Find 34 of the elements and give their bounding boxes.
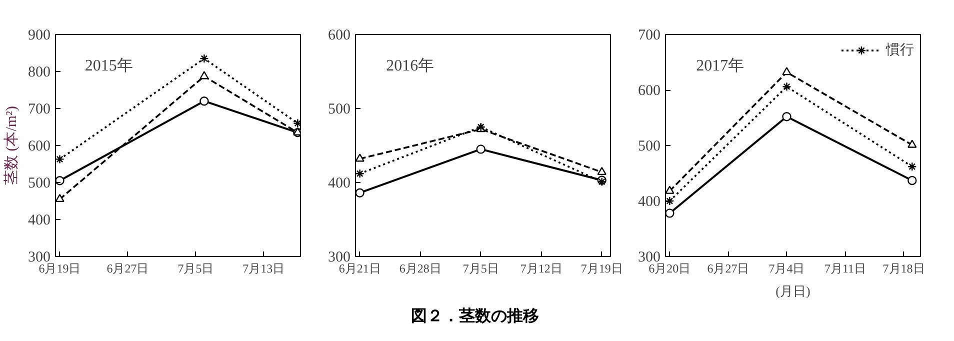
x-tick-label: 7月4日 bbox=[768, 262, 805, 276]
x-tick-label: 6月27日 bbox=[106, 262, 149, 276]
y-tick-label: 500 bbox=[28, 176, 50, 192]
y-tick-label: 700 bbox=[28, 102, 50, 118]
x-tick-label: 7月12日 bbox=[520, 262, 562, 276]
x-tick-label: 7月18日 bbox=[882, 262, 925, 276]
y-tick-label: 800 bbox=[28, 64, 50, 80]
x-tick-label: 6月19日 bbox=[38, 262, 81, 276]
x-tick-label: 7月13日 bbox=[242, 262, 285, 276]
x-tick-label: 6月21日 bbox=[338, 262, 381, 276]
y-tick-label: 600 bbox=[328, 28, 350, 44]
y-tick-label: 600 bbox=[638, 83, 660, 99]
y-tick-label: 500 bbox=[328, 102, 350, 118]
annotation: 2016年 bbox=[386, 57, 434, 74]
y-tick-label: 900 bbox=[28, 28, 50, 44]
x-tick-label: 7月5日 bbox=[462, 262, 499, 276]
y-tick-label: 400 bbox=[328, 176, 350, 192]
x-tick-label: 6月28日 bbox=[399, 262, 442, 276]
y-tick-label: 600 bbox=[28, 138, 50, 154]
x-tick-label: 7月5日 bbox=[178, 262, 214, 276]
y-tick-label: 400 bbox=[638, 194, 660, 210]
x-tick-label: 7月11日 bbox=[824, 262, 866, 276]
x-axis-title: (月日) bbox=[776, 284, 810, 298]
annotation: 2015年 bbox=[84, 57, 133, 74]
y-tick-label: 400 bbox=[28, 212, 50, 228]
x-tick-label: 7月19日 bbox=[580, 262, 623, 276]
caption: 図２．茎数の推移 bbox=[410, 306, 540, 327]
y-tick-label: 700 bbox=[638, 28, 660, 44]
annotation: 2017年 bbox=[696, 57, 744, 74]
y-axis-title: 茎数 (本/m²) bbox=[3, 106, 20, 186]
x-tick-label: 6月20日 bbox=[648, 262, 691, 276]
y-tick-label: 500 bbox=[638, 138, 660, 154]
legend-label: 慣行 bbox=[886, 42, 914, 59]
x-tick-label: 6月27日 bbox=[707, 262, 750, 276]
